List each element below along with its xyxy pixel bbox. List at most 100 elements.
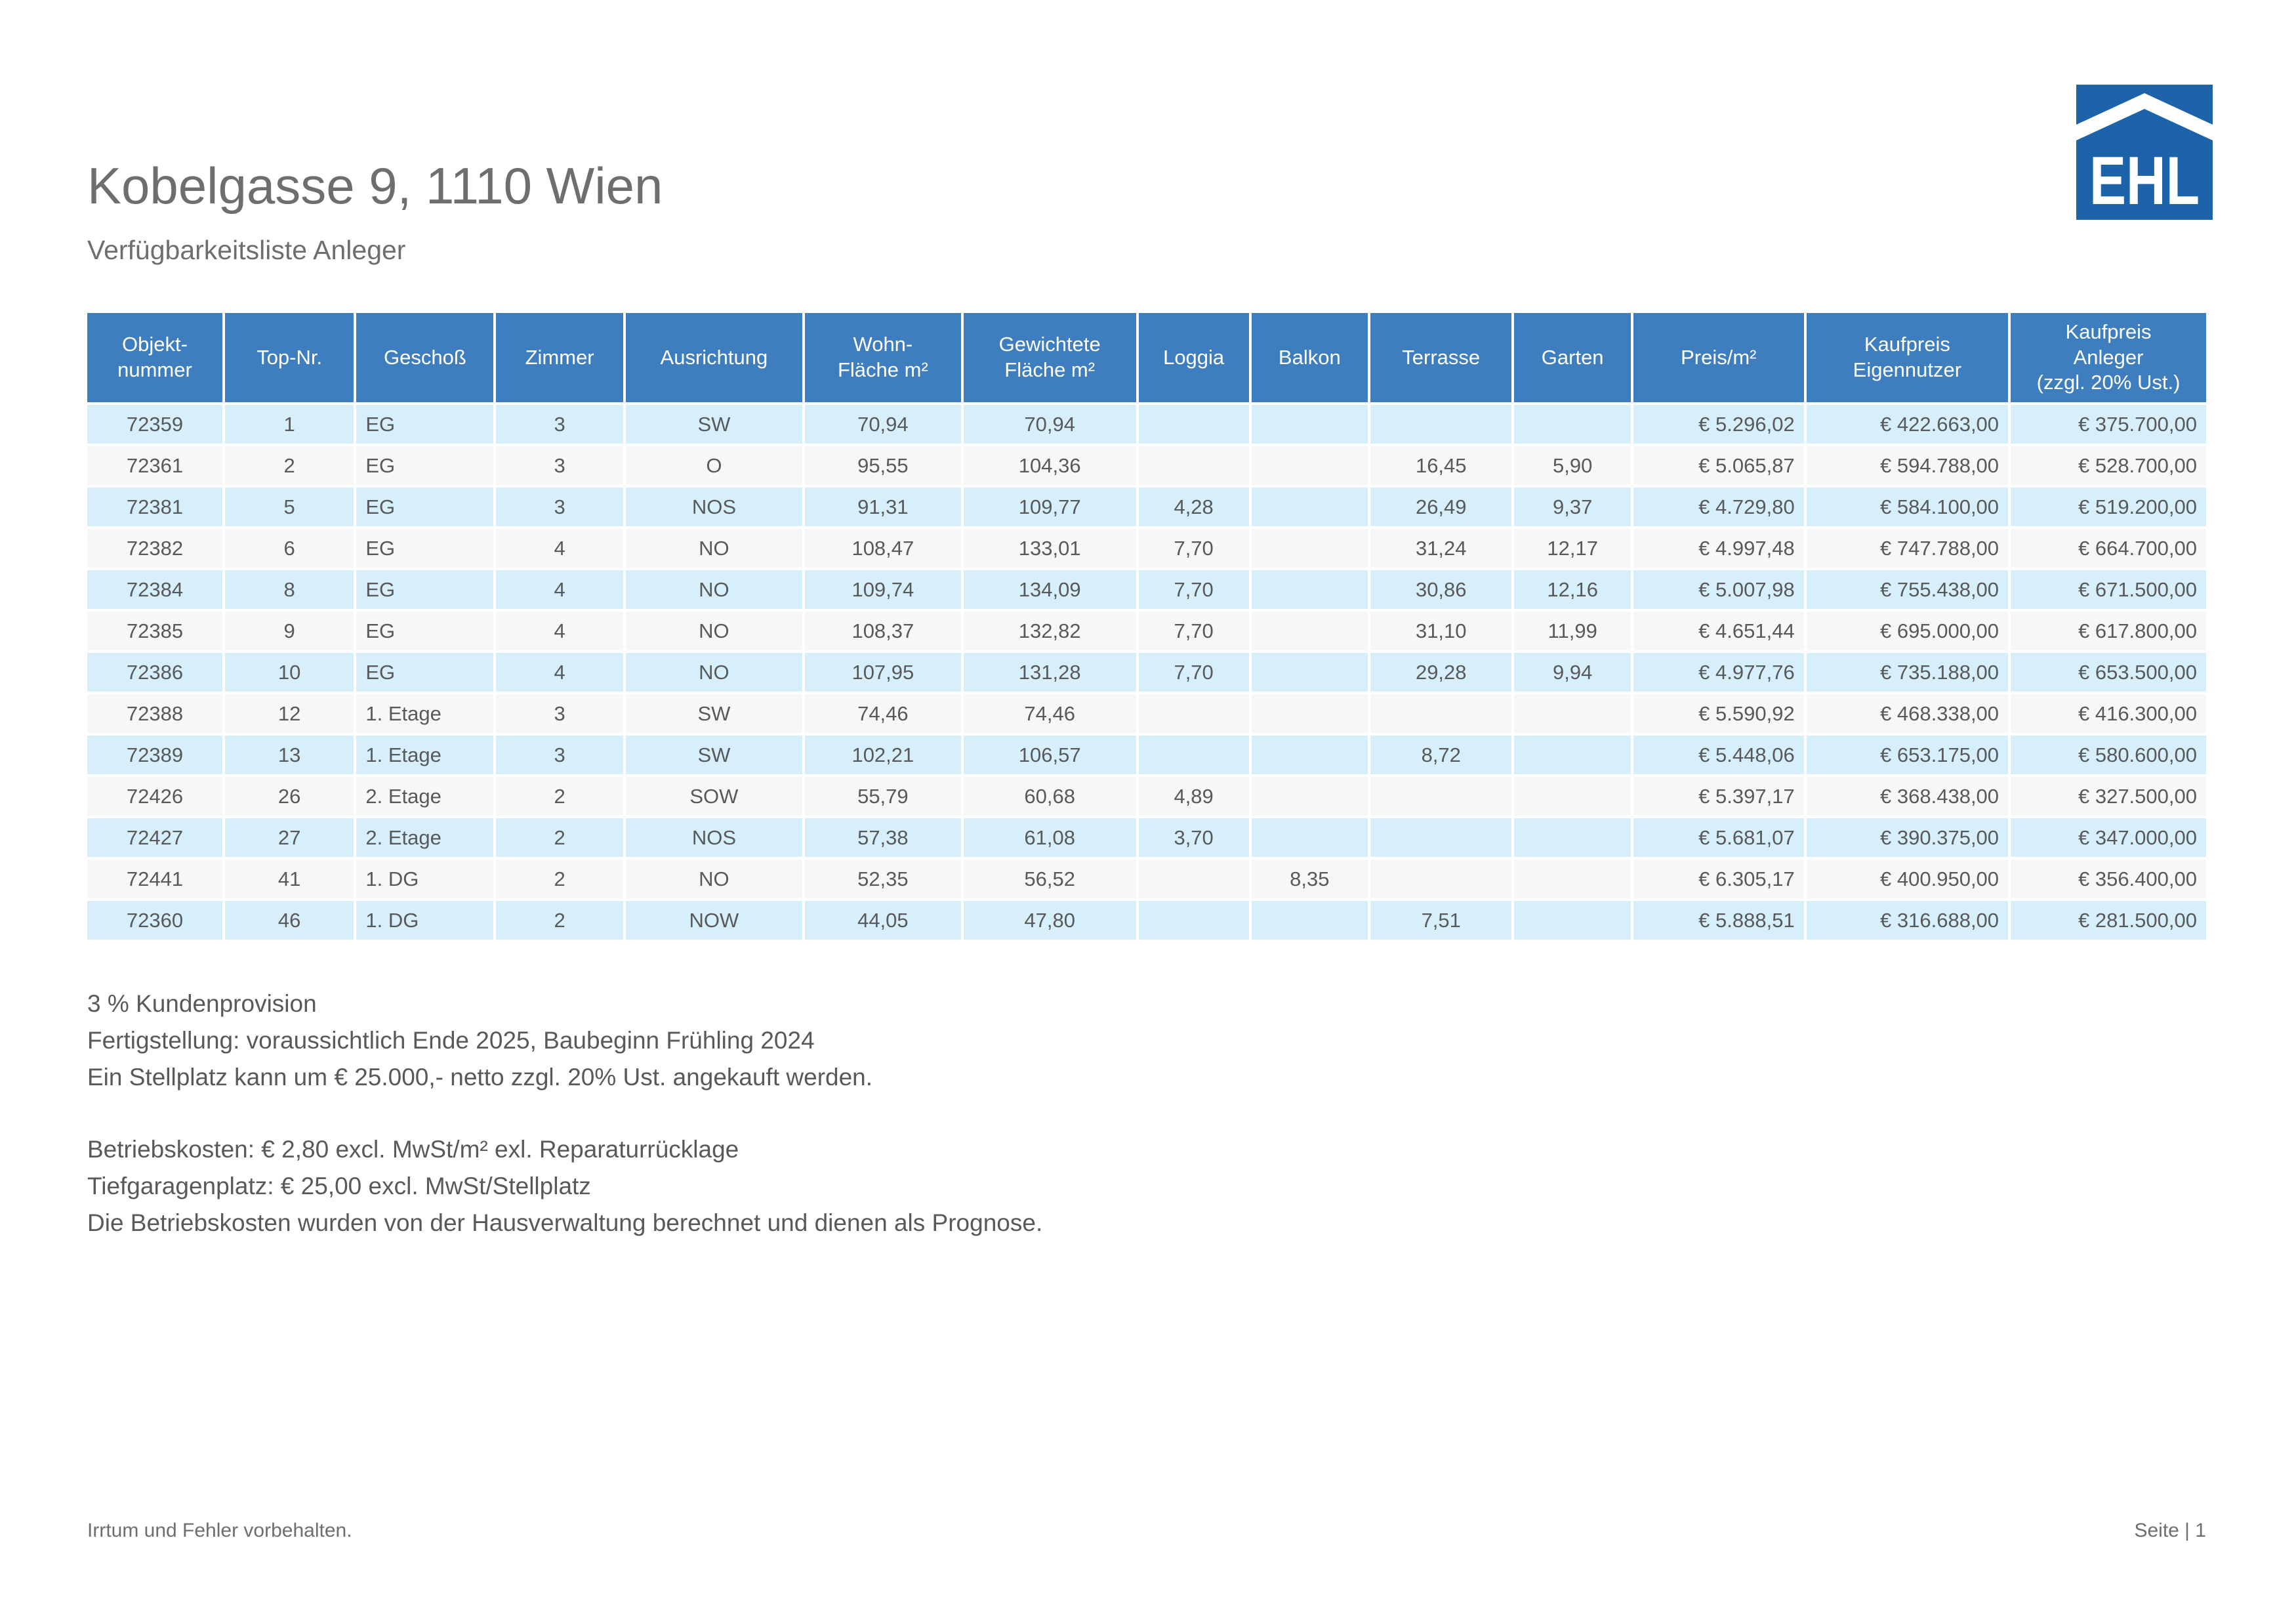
table-cell: [1514, 736, 1631, 774]
table-header: Objekt- nummer Top-Nr. Geschoß Zimmer Ausric…: [87, 313, 2206, 402]
table-cell: 4,28: [1138, 488, 1249, 526]
table-cell: 7,51: [1370, 901, 1512, 940]
table-cell: € 5.007,98: [1633, 570, 1804, 609]
table-cell: € 653.500,00: [2011, 653, 2206, 692]
note-line: Die Betriebskosten wurden von der Hausve…: [87, 1209, 1043, 1236]
table-cell: € 5.888,51: [1633, 901, 1804, 940]
table-cell: 4: [496, 570, 623, 609]
table-cell: [1138, 860, 1249, 898]
table-cell: EG: [356, 446, 494, 485]
table-cell: € 5.681,07: [1633, 818, 1804, 857]
table-cell: [1370, 405, 1512, 444]
table-cell: € 755.438,00: [1806, 570, 2009, 609]
table-cell: 95,55: [805, 446, 961, 485]
column-header-3: Geschoß: [356, 313, 494, 402]
table-cell: 2: [224, 446, 354, 485]
table-cell: 3: [496, 405, 623, 444]
page-title: Kobelgasse 9, 1110 Wien: [87, 157, 663, 215]
table-cell: [1370, 860, 1512, 898]
table-cell: 72381: [87, 488, 222, 526]
table-row: 72384 8 EG 4 NO 109,74 134,09 7,70 30,86 12,16 € 5…: [87, 570, 2206, 609]
table-cell: 57,38: [805, 818, 961, 857]
table-cell: EG: [356, 488, 494, 526]
table-row: 72386 10 EG 4 NO 107,95 131,28 7,70 29,28 9,94 € 4…: [87, 653, 2206, 692]
table-cell: 27: [224, 818, 354, 857]
table-cell: 31,24: [1370, 529, 1512, 568]
table-cell: 72384: [87, 570, 222, 609]
table-cell: € 281.500,00: [2011, 901, 2206, 940]
table-cell: [1514, 901, 1631, 940]
table-cell: 8,72: [1370, 736, 1512, 774]
table-cell: € 4.977,76: [1633, 653, 1804, 692]
table-cell: 1. DG: [356, 860, 494, 898]
table-cell: [1251, 446, 1368, 485]
table-cell: € 747.788,00: [1806, 529, 2009, 568]
table-cell: € 4.997,48: [1633, 529, 1804, 568]
table-cell: € 5.397,17: [1633, 777, 1804, 816]
table-cell: 70,94: [805, 405, 961, 444]
table-cell: 8: [224, 570, 354, 609]
table-cell: 2: [496, 860, 623, 898]
table-cell: 2. Etage: [356, 818, 494, 857]
table-cell: 107,95: [805, 653, 961, 692]
table-cell: [1138, 446, 1249, 485]
table-cell: [1138, 405, 1249, 444]
table-cell: € 5.065,87: [1633, 446, 1804, 485]
table-cell: EG: [356, 529, 494, 568]
table-cell: [1251, 901, 1368, 940]
table-cell: 31,10: [1370, 612, 1512, 650]
column-header-8: Loggia: [1138, 313, 1249, 402]
table-cell: 72360: [87, 901, 222, 940]
table-cell: 3: [496, 694, 623, 733]
roof-icon: [2076, 93, 2213, 140]
table-cell: 5: [224, 488, 354, 526]
table-cell: [1251, 818, 1368, 857]
table-cell: € 5.296,02: [1633, 405, 1804, 444]
table-cell: 7,70: [1138, 612, 1249, 650]
table-cell: 108,37: [805, 612, 961, 650]
table-row: 72389 13 1. Etage 3 SW 102,21 106,57 8,72 € 5.44…: [87, 736, 2206, 774]
table-cell: [1514, 777, 1631, 816]
table-cell: NOS: [625, 818, 803, 857]
footer-page-number: Seite | 1: [2134, 1520, 2206, 1541]
table-cell: 4,89: [1138, 777, 1249, 816]
table-cell: [1138, 694, 1249, 733]
table-cell: 8,35: [1251, 860, 1368, 898]
table-cell: 72385: [87, 612, 222, 650]
table-cell: 106,57: [963, 736, 1136, 774]
table-cell: 1. Etage: [356, 694, 494, 733]
table-cell: [1251, 736, 1368, 774]
table-cell: 74,46: [963, 694, 1136, 733]
table-cell: 7,70: [1138, 653, 1249, 692]
table-cell: € 580.600,00: [2011, 736, 2206, 774]
table-cell: SW: [625, 405, 803, 444]
table-cell: [1370, 777, 1512, 816]
notes-block-1: 3 % Kundenprovision Fertigstellung: vora…: [87, 986, 872, 1096]
table-cell: 134,09: [963, 570, 1136, 609]
table-cell: 133,01: [963, 529, 1136, 568]
table-row: 72385 9 EG 4 NO 108,37 132,82 7,70 31,10 11,99 € 4…: [87, 612, 2206, 650]
table-cell: 9,37: [1514, 488, 1631, 526]
table-cell: € 390.375,00: [1806, 818, 2009, 857]
table-cell: 72427: [87, 818, 222, 857]
table-cell: € 617.800,00: [2011, 612, 2206, 650]
table-cell: O: [625, 446, 803, 485]
table-cell: € 375.700,00: [2011, 405, 2206, 444]
table-cell: € 327.500,00: [2011, 777, 2206, 816]
table-cell: 52,35: [805, 860, 961, 898]
table-cell: 55,79: [805, 777, 961, 816]
table-cell: € 356.400,00: [2011, 860, 2206, 898]
table-cell: 3: [496, 736, 623, 774]
table-cell: 72441: [87, 860, 222, 898]
table-cell: 72388: [87, 694, 222, 733]
table-cell: 109,74: [805, 570, 961, 609]
table-row: 72381 5 EG 3 NOS 91,31 109,77 4,28 26,49 9,37 € 4.…: [87, 488, 2206, 526]
table-cell: € 422.663,00: [1806, 405, 2009, 444]
table-cell: € 416.300,00: [2011, 694, 2206, 733]
table-cell: € 4.729,80: [1633, 488, 1804, 526]
table-cell: 4: [496, 529, 623, 568]
table-cell: 60,68: [963, 777, 1136, 816]
table-cell: 72389: [87, 736, 222, 774]
table-cell: € 528.700,00: [2011, 446, 2206, 485]
table-cell: 30,86: [1370, 570, 1512, 609]
